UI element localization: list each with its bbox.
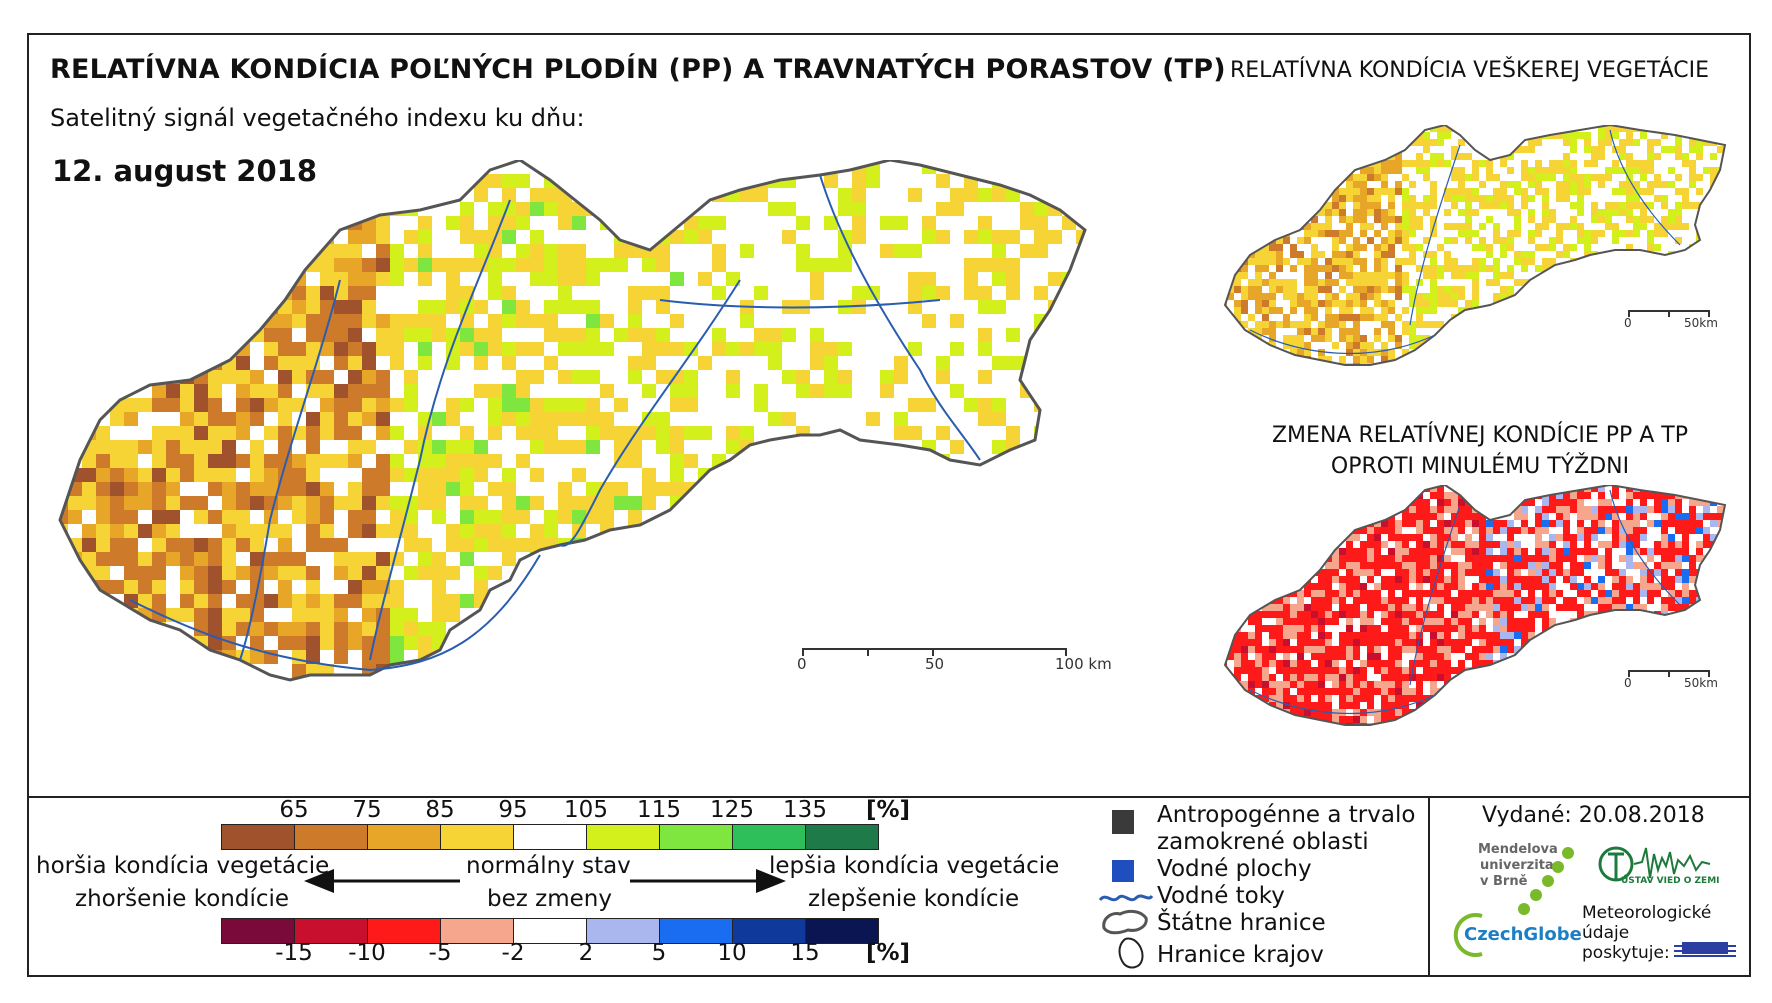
condition-legend-tick: 65: [279, 797, 309, 823]
legend-arrows: [304, 869, 786, 893]
credits-divider: [1428, 796, 1430, 977]
region-border-icon: [1118, 937, 1144, 969]
map-subtitle: Satelitný signál vegetačného indexu ku d…: [50, 104, 585, 132]
state-border-icon: [1102, 909, 1148, 935]
change-legend-unit: [%]: [866, 940, 911, 966]
regions-label: Hranice krajov: [1157, 942, 1324, 968]
main-scale-label-50: 50: [925, 655, 945, 673]
water-bodies-label: Vodné plochy: [1157, 856, 1312, 882]
anthro-symbol-icon: [1112, 810, 1134, 834]
legend-worse-1: horšia kondícia vegetácie: [36, 853, 330, 879]
rivers-main: [129, 174, 981, 672]
legend-normal-2: bez zmeny: [487, 886, 612, 912]
vegetation-condition-map: [1224, 125, 1726, 366]
change-colorbar: [221, 918, 879, 944]
change-legend-swatch: [221, 918, 295, 944]
condition-legend-swatch: [805, 824, 879, 850]
legend-divider: [27, 796, 1751, 798]
change-map-title-line2: OPROTI MINULÉMU TÝŽDNI: [1330, 454, 1630, 479]
change-legend-tick: 10: [717, 940, 747, 966]
change-scale-label-0: 0: [1624, 676, 1632, 690]
change-legend-swatch: [805, 918, 879, 944]
condition-change-map: [1224, 485, 1726, 726]
mendel-logo-icon: [1518, 847, 1574, 915]
condition-legend-tick: 135: [783, 797, 827, 823]
condition-legend-tick: 115: [637, 797, 681, 823]
map-frame: [27, 33, 1751, 977]
change-legend-swatch: [294, 918, 368, 944]
change-legend-tick: -5: [428, 940, 452, 966]
rivers-label: Vodné toky: [1157, 883, 1285, 909]
mendel-line-3: v Brně: [1480, 874, 1528, 889]
condition-legend-tick: 85: [425, 797, 455, 823]
water-body-icon: [1112, 860, 1134, 882]
met-line-1: Meteorologické: [1582, 903, 1712, 923]
condition-legend-unit: [%]: [866, 797, 911, 823]
condition-legend-swatch: [659, 824, 733, 850]
change-scale-bar: [1628, 670, 1710, 678]
condition-legend-swatch: [294, 824, 368, 850]
mendel-line-1: Mendelova: [1478, 842, 1558, 857]
condition-legend-swatch: [440, 824, 514, 850]
change-map-title-line1: ZMENA RELATÍVNEJ KONDÍCIE PP A TP: [1271, 423, 1688, 448]
condition-legend-swatch: [367, 824, 441, 850]
river-icon: [1098, 894, 1154, 902]
change-scale-label-50: 50km: [1684, 676, 1718, 690]
condition-legend-tick: 75: [352, 797, 382, 823]
change-map-title: ZMENA RELATÍVNEJ KONDÍCIE PP A TP OPROTI…: [1230, 420, 1730, 482]
change-legend-swatch: [586, 918, 660, 944]
met-credit: Meteorologické údaje poskytuje:: [1582, 903, 1711, 963]
change-legend-tick: -2: [501, 940, 525, 966]
change-legend-swatch: [513, 918, 587, 944]
change-legend-tick: 15: [790, 940, 820, 966]
czechglobe-logo: CzechGlobe: [1464, 924, 1582, 945]
main-condition-map: [58, 160, 1087, 682]
map-title: RELATÍVNA KONDÍCIA POĽNÝCH PLODÍN (PP) A…: [50, 54, 1226, 85]
czechglobe-logo-icon: [1453, 913, 1483, 957]
side-scale-label-0: 0: [1624, 316, 1632, 330]
legend-worse-2: zhoršenie kondície: [75, 886, 290, 912]
side-scale-label-50: 50km: [1684, 316, 1718, 330]
side-map-title: RELATÍVNA KONDÍCIA VEŠKEREJ VEGETÁCIE: [1230, 58, 1710, 83]
issued-date: Vydané: 20.08.2018: [1482, 803, 1705, 828]
uvz-logo-icon: [1598, 846, 1711, 882]
legend-better-1: lepšia kondícia vegetácie: [769, 853, 1060, 879]
shmu-logo: [1672, 940, 1738, 962]
legend-normal-1: normálny stav: [466, 853, 631, 879]
change-legend-tick: -15: [275, 940, 313, 966]
condition-legend-tick: 105: [564, 797, 608, 823]
condition-legend-swatch: [221, 824, 295, 850]
main-scale-label-100: 100 km: [1055, 655, 1112, 673]
main-scale-label-0: 0: [797, 655, 807, 673]
uvz-logo: ÚSTAV VIED O ZEMI: [1621, 876, 1720, 886]
condition-legend-tick: 125: [710, 797, 754, 823]
side-scale-bar: [1628, 310, 1710, 318]
mendel-line-2: univerzita: [1480, 858, 1554, 873]
state-border-label: Štátne hranice: [1157, 910, 1326, 936]
change-legend-tick: 2: [578, 940, 594, 966]
condition-legend-swatch: [513, 824, 587, 850]
condition-legend-tick: 95: [498, 797, 528, 823]
met-line-2: údaje: [1582, 923, 1630, 943]
condition-legend-swatch: [732, 824, 806, 850]
change-legend-swatch: [440, 918, 514, 944]
change-legend-tick: -10: [348, 940, 386, 966]
main-scale-bar: [802, 648, 1067, 660]
legend-better-2: zlepšenie kondície: [808, 886, 1020, 912]
anthro-label-1: Antropogénne a trvalo: [1157, 802, 1416, 828]
change-legend-swatch: [367, 918, 441, 944]
map-date: 12. august 2018: [52, 154, 318, 188]
change-legend-tick: 5: [651, 940, 667, 966]
condition-legend-swatch: [586, 824, 660, 850]
condition-colorbar: [221, 824, 879, 850]
anthro-label-2: zamokrené oblasti: [1157, 829, 1369, 855]
met-line-3: poskytuje:: [1582, 943, 1670, 963]
change-legend-swatch: [732, 918, 806, 944]
